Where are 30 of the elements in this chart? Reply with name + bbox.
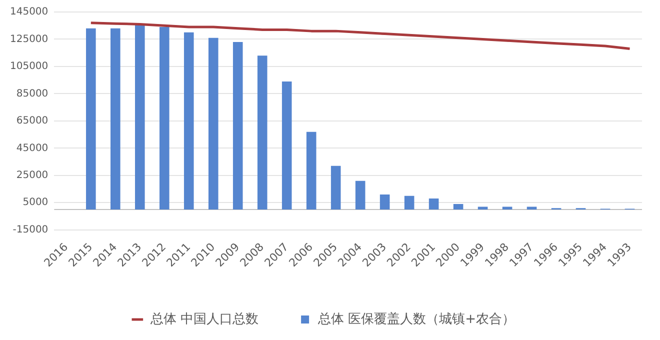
bar [355,180,366,210]
bar [159,26,170,210]
y-tick-label: 145000 [10,6,48,18]
y-tick-label: 65000 [16,116,48,127]
bar [184,32,194,210]
bar [232,42,243,210]
y-tick-label: 45000 [16,142,48,154]
bar [208,38,218,210]
y-tick-label: 25000 [16,170,48,181]
bar [380,194,390,210]
legend-label: 总体 中国人口总数 [149,312,259,327]
bar [478,206,488,210]
bar [502,206,512,210]
y-tick-label: -15000 [12,224,48,236]
bar [453,204,464,210]
bar [135,24,145,210]
bar [282,81,292,210]
bar [110,28,120,210]
bar [428,198,439,210]
bar [306,132,316,210]
y-tick-label: 5000 [22,197,48,208]
bar [526,206,537,210]
bar [257,56,268,210]
bar [404,196,414,210]
y-tick-label: 85000 [16,88,48,100]
legend-label: 总体 医保覆盖人数（城镇+农合） [317,310,516,327]
bar [86,28,96,210]
bar [330,166,341,210]
y-tick-label: 105000 [10,61,48,72]
y-tick-label: 125000 [10,34,48,45]
